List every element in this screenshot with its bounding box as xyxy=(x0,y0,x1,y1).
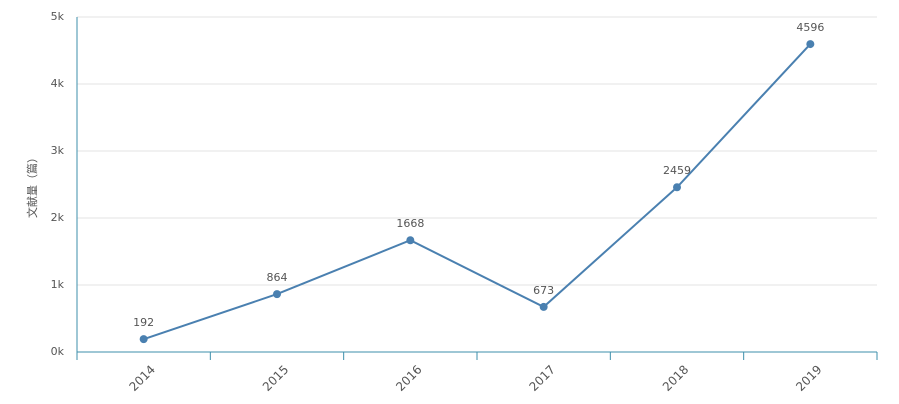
x-tick-label: 2014 xyxy=(127,362,158,393)
point xyxy=(539,302,548,311)
y-tick-label: 0k xyxy=(51,345,65,358)
x-tick-label: 2016 xyxy=(393,362,424,393)
point xyxy=(673,183,681,192)
x-tick-label: 2018 xyxy=(660,362,691,393)
point xyxy=(806,40,815,49)
data-label: 673 xyxy=(533,284,554,297)
y-tick-label: 2k xyxy=(51,211,65,224)
x-tick-label: 2015 xyxy=(260,362,291,393)
y-tick-label: 5k xyxy=(51,10,65,23)
y-axis-label: 文献量（篇） xyxy=(25,152,39,218)
x-tick-label: 2019 xyxy=(793,362,824,393)
data-label: 4596 xyxy=(796,21,824,34)
y-tick-label: 4k xyxy=(51,77,65,90)
point xyxy=(273,290,281,299)
point xyxy=(406,236,415,245)
y-tick-label: 3k xyxy=(51,144,65,157)
point xyxy=(139,335,148,344)
y-tick-label: 1k xyxy=(51,278,65,291)
data-label: 864 xyxy=(267,271,288,284)
x-tick-label: 2017 xyxy=(527,362,558,393)
line xyxy=(143,43,812,341)
data-label: 192 xyxy=(133,316,154,329)
data-label: 2459 xyxy=(663,164,691,177)
data-label: 1668 xyxy=(396,217,424,230)
